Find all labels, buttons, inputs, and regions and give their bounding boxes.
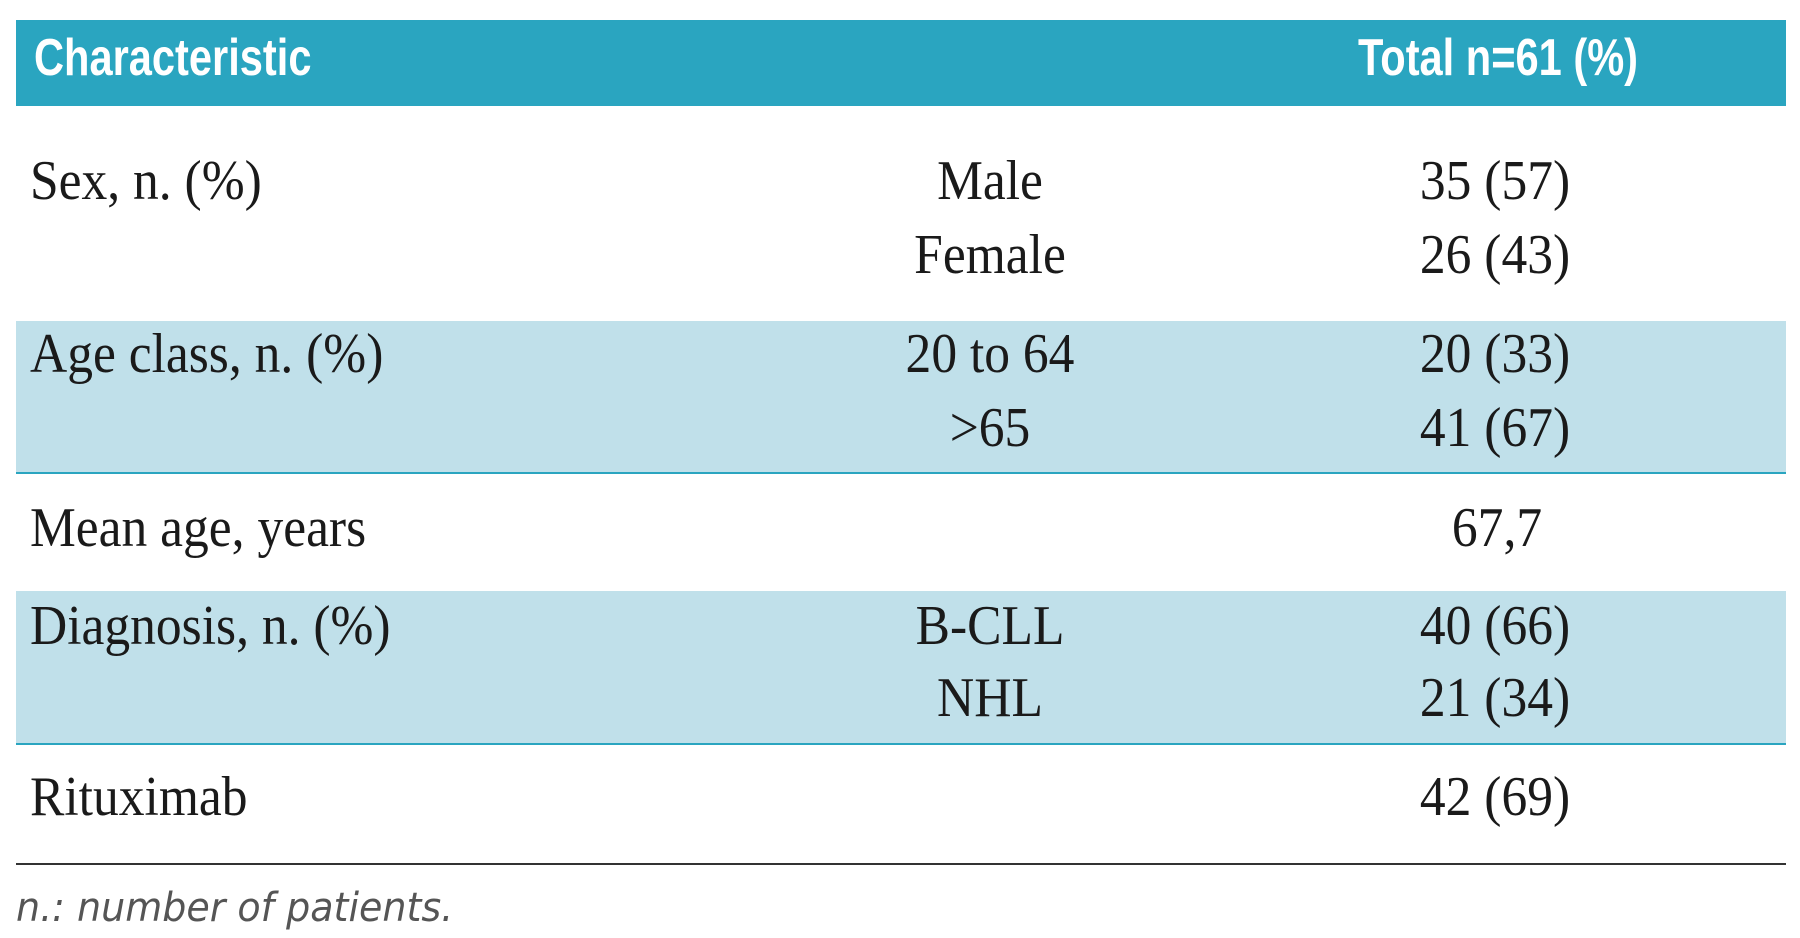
bottom-rule [16,863,1786,865]
sub-label: B-CLL [915,595,1065,657]
row-label: Diagnosis, n. (%) [30,595,391,657]
sub-label: NHL [937,667,1043,729]
row-band [16,591,1786,744]
row-label: Rituximab [30,766,248,828]
header-cell: Characteristic [34,29,312,87]
row-rule [16,743,1786,745]
row-rule [16,472,1786,474]
header-cell: Total n=61 (%) [1357,29,1639,87]
value-cell: 20 (33) [1419,323,1571,385]
value-cell: 67,7 [1451,497,1543,559]
value-cell: 41 (67) [1419,397,1571,459]
sub-label: Female [914,224,1066,286]
sub-label: Male [937,150,1043,212]
value-cell: 21 (34) [1419,667,1571,729]
row-label: Age class, n. (%) [30,323,384,385]
row-band [16,321,1786,473]
value-cell: 40 (66) [1419,595,1571,657]
sub-label: 20 to 64 [905,323,1075,385]
footnote: n.: number of patients. [16,885,454,931]
row-label: Sex, n. (%) [30,150,262,212]
value-cell: 35 (57) [1419,150,1571,212]
value-cell: 26 (43) [1419,224,1571,286]
header-bar [16,20,1786,106]
value-cell: 42 (69) [1419,766,1571,828]
sub-label: >65 [949,397,1031,459]
row-label: Mean age, years [30,497,367,559]
